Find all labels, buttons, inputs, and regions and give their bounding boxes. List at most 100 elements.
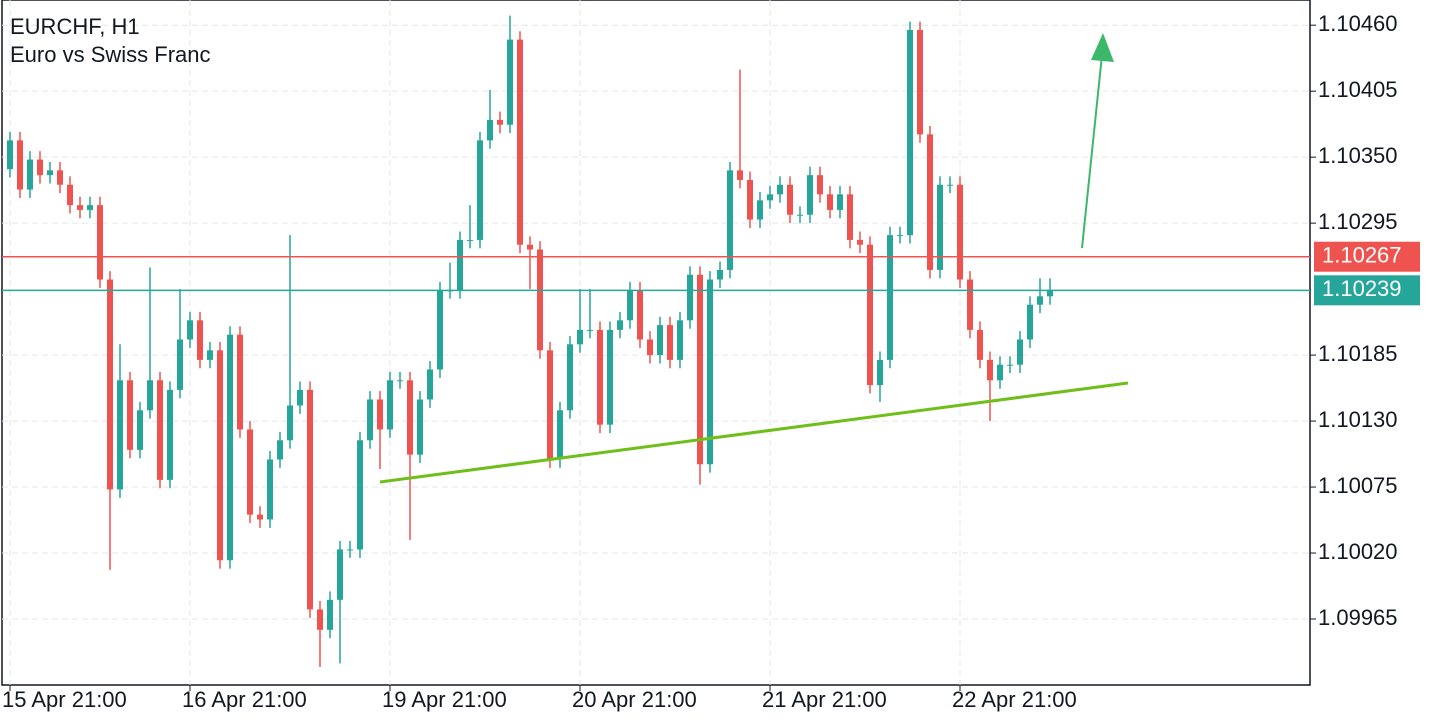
y-tick-label: 1.09965 — [1318, 605, 1398, 630]
candle-body — [1027, 304, 1033, 340]
x-tick-label: 20 Apr 21:00 — [572, 687, 697, 712]
candle-body — [537, 249, 543, 351]
candle-body — [357, 440, 363, 550]
candle-body — [477, 140, 483, 240]
price-label-box — [1314, 241, 1420, 272]
candle-body — [507, 39, 513, 125]
candle-body — [227, 334, 233, 561]
candle-body — [407, 380, 413, 455]
y-tick-label: 1.10075 — [1318, 473, 1398, 498]
candle-body — [257, 514, 263, 520]
price-label-box — [1314, 275, 1420, 306]
candle-body — [147, 380, 153, 411]
candle-body — [777, 184, 783, 195]
candle-body — [547, 350, 553, 460]
candle-body — [177, 339, 183, 390]
candle-body — [847, 194, 853, 240]
candle-body — [117, 380, 123, 490]
candle-body — [647, 339, 653, 356]
candle-body — [887, 235, 893, 360]
candle-body — [767, 194, 773, 201]
candle-body — [157, 380, 163, 480]
candle-body — [917, 29, 923, 135]
candle-body — [627, 290, 633, 321]
candle-body — [487, 119, 493, 141]
candle-body — [567, 344, 573, 411]
candle-body — [387, 380, 393, 430]
candle-body — [757, 200, 763, 220]
candle-body — [1007, 364, 1013, 366]
candle-body — [517, 39, 523, 245]
candle-body — [107, 279, 113, 490]
candle-body — [17, 140, 23, 190]
candle-body — [617, 320, 623, 330]
candle-body — [207, 350, 213, 360]
candle-body — [37, 159, 43, 176]
candle-body — [737, 170, 743, 180]
x-tick-label: 15 Apr 21:00 — [2, 687, 127, 712]
candle-body — [557, 410, 563, 460]
candle-body — [347, 549, 353, 551]
y-tick-label: 1.10295 — [1318, 209, 1398, 234]
candle-body — [897, 235, 903, 237]
candle-body — [697, 274, 703, 465]
candle-body — [987, 359, 993, 381]
candle-body — [7, 140, 13, 170]
candle-body — [807, 175, 813, 215]
candle-body — [297, 389, 303, 406]
candle-body — [927, 134, 933, 270]
x-tick-label: 19 Apr 21:00 — [382, 687, 507, 712]
chart-title: EURCHF, H1 — [10, 14, 140, 39]
candle-body — [277, 440, 283, 460]
candle-body — [467, 239, 473, 241]
candle-body — [247, 429, 253, 515]
x-tick-label: 21 Apr 21:00 — [762, 687, 887, 712]
candle-body — [267, 459, 273, 520]
candle-body — [377, 399, 383, 430]
candle-body — [167, 389, 173, 480]
candle-body — [217, 350, 223, 561]
candle-body — [1017, 339, 1023, 365]
y-tick-label: 1.10130 — [1318, 407, 1398, 432]
candle-body — [797, 214, 803, 216]
candle-body — [427, 369, 433, 400]
x-tick-label: 16 Apr 21:00 — [182, 687, 307, 712]
candle-body — [867, 244, 873, 386]
candle-body — [497, 119, 503, 125]
candle-body — [587, 329, 593, 331]
candle-body — [47, 170, 53, 176]
y-tick-label: 1.10185 — [1318, 341, 1398, 366]
overlay: 1.10460 1.10405 1.10350 1.10295 1.10185 1.101… — [2, 11, 1420, 712]
candle-body — [337, 549, 343, 600]
candle-body — [717, 269, 723, 280]
candle-body — [287, 405, 293, 441]
candle-body — [457, 239, 463, 291]
candle-body — [367, 399, 373, 441]
candle-body — [397, 380, 403, 382]
candle-body — [597, 329, 603, 425]
candle-body — [57, 170, 63, 185]
candle-body — [837, 194, 843, 210]
candle-body — [707, 279, 713, 465]
candle-body — [657, 325, 663, 356]
candle-body — [87, 205, 93, 210]
candle-body — [857, 239, 863, 245]
candle-body — [77, 205, 83, 210]
candle-body — [237, 334, 243, 430]
candle-body — [977, 329, 983, 360]
candle-body — [967, 279, 973, 330]
candle-body — [997, 364, 1003, 381]
candle-body — [937, 184, 943, 270]
candle-body — [437, 290, 443, 370]
price-label: 1.10267 — [1322, 243, 1402, 268]
candle-body — [907, 29, 913, 236]
chart-subtitle: Euro vs Swiss Franc — [10, 42, 211, 67]
candle-body — [687, 274, 693, 321]
candle-body — [817, 175, 823, 195]
candle-body — [747, 179, 753, 220]
candle-body — [417, 399, 423, 455]
price-label: 1.10239 — [1322, 276, 1402, 301]
candle-body — [947, 184, 953, 186]
candle-body — [97, 205, 103, 280]
candle-body — [1047, 290, 1053, 297]
